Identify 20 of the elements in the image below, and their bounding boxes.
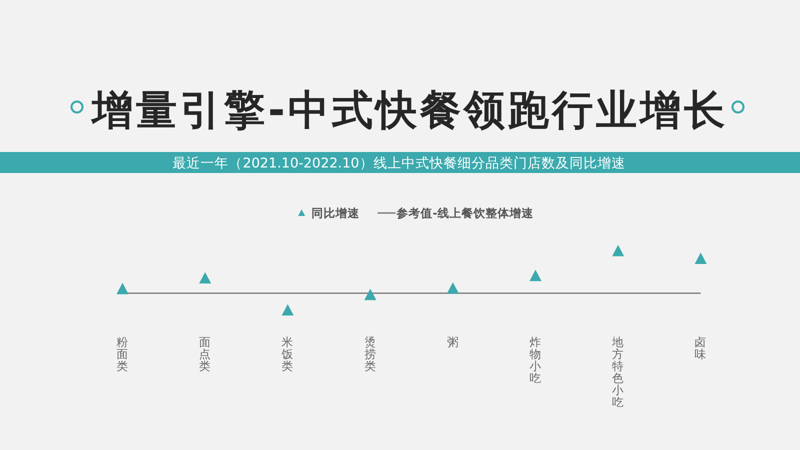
x-tick-label: 米饭类 xyxy=(280,335,294,373)
point xyxy=(364,288,376,300)
point xyxy=(612,244,624,256)
legend-label: 同比增速 xyxy=(312,206,360,220)
x-tick-label: 地方特色小吃 xyxy=(611,335,624,409)
legend-label: 参考值-线上餐饮整体增速 xyxy=(396,206,534,220)
x-tick-label: 面点类 xyxy=(199,335,212,373)
chart-subtitle: 最近一年（2021.10-2022.10）线上中式快餐细分品类门店数及同比增速 xyxy=(172,156,626,172)
point xyxy=(116,282,128,294)
chart-title: 增量引擎-中式快餐领跑行业增长 xyxy=(90,86,728,134)
x-tick-label: 炸物小吃 xyxy=(530,335,542,385)
x-tick-label: 烫捞类 xyxy=(364,335,376,373)
x-tick-label: 卤味 xyxy=(694,335,707,361)
point xyxy=(694,252,707,264)
x-tick-label: 粥 xyxy=(446,335,459,349)
point xyxy=(530,270,542,282)
x-tick-label: 粉面类 xyxy=(116,335,128,373)
point xyxy=(199,272,212,284)
point xyxy=(446,282,459,294)
point xyxy=(282,304,294,316)
